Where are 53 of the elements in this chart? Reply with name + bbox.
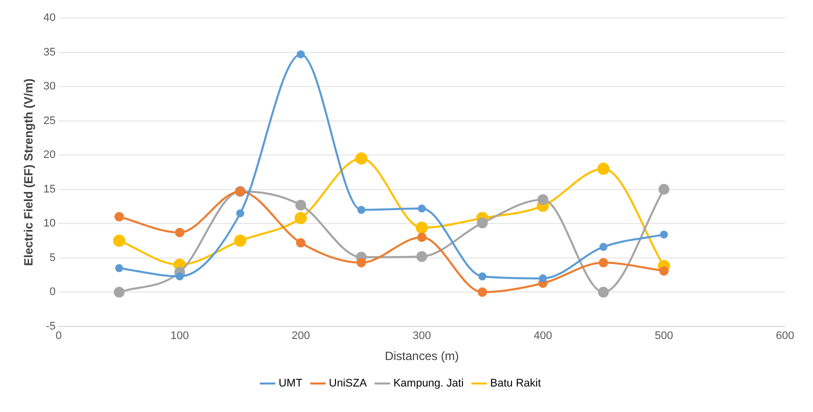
point <box>538 274 547 282</box>
point <box>294 212 307 224</box>
point <box>598 286 609 298</box>
y-tick-label: 10 <box>43 218 56 230</box>
point <box>176 272 184 280</box>
y-tick-label: 25 <box>43 114 56 127</box>
point <box>416 222 428 234</box>
point <box>113 234 126 247</box>
point <box>355 152 368 165</box>
point <box>296 238 306 248</box>
point <box>597 162 610 175</box>
point <box>234 234 246 247</box>
point <box>115 264 124 272</box>
point <box>417 232 427 242</box>
x-tick-label: 400 <box>534 330 552 342</box>
legend-label: UMT <box>278 378 303 390</box>
y-tick-label: 0 <box>50 286 56 298</box>
point <box>295 200 306 210</box>
point <box>114 212 124 222</box>
y-tick-label: 30 <box>43 80 56 93</box>
point <box>478 272 486 280</box>
x-axis-title: Distances (m) <box>384 349 459 364</box>
point <box>296 50 305 58</box>
point <box>659 266 669 276</box>
legend-label: UniSZA <box>328 378 368 390</box>
x-tick-label: 600 <box>776 330 794 342</box>
x-tick-label: 500 <box>654 330 674 342</box>
point <box>599 242 608 251</box>
point <box>357 206 366 214</box>
y-axis-title: Electric Field (EF) Strength (V/m) <box>22 78 36 266</box>
point <box>658 184 670 195</box>
y-tick-label: 15 <box>43 183 56 196</box>
point <box>660 230 668 239</box>
point <box>356 258 366 268</box>
point <box>478 287 488 297</box>
point <box>537 194 548 206</box>
y-tick-label: 40 <box>43 12 56 24</box>
point <box>114 286 125 298</box>
y-tick-label: 20 <box>43 149 56 162</box>
legend-label: Kampung. Jati <box>393 378 464 390</box>
point <box>418 204 426 213</box>
x-tick-label: 200 <box>292 330 310 342</box>
x-tick-label: 100 <box>170 330 189 342</box>
x-tick-label: 300 <box>412 330 431 342</box>
y-tick-label: -5 <box>46 320 56 332</box>
point <box>598 258 608 268</box>
point <box>476 218 488 228</box>
y-tick-label: 5 <box>50 252 56 264</box>
point <box>236 209 244 218</box>
point <box>416 251 428 262</box>
legend-label: Batu Rakit <box>490 378 541 390</box>
point <box>174 228 184 238</box>
y-tick-label: 35 <box>43 46 56 58</box>
